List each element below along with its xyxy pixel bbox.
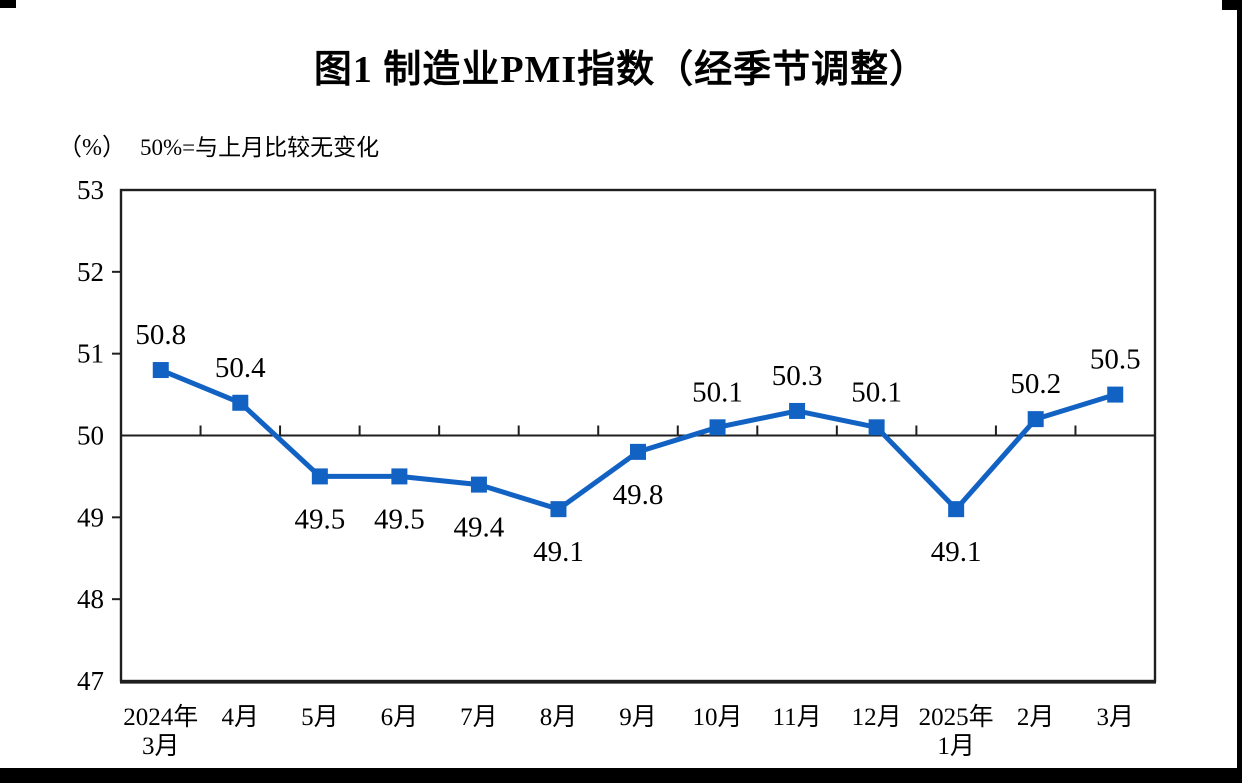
data-point-marker <box>1107 386 1124 403</box>
data-point-marker <box>630 443 646 460</box>
data-point-label: 50.8 <box>135 319 186 351</box>
data-point-marker <box>868 419 885 436</box>
x-axis-tick-label: 10月 <box>693 704 743 731</box>
data-point-marker <box>789 402 806 419</box>
data-point-marker <box>470 476 487 493</box>
y-axis-tick-label: 51 <box>77 339 104 369</box>
data-point-label: 49.1 <box>931 536 982 568</box>
x-axis-tick-label: 2024年 <box>123 703 198 731</box>
chart-title: 图1 制造业PMI指数（经季节调整） <box>313 49 929 91</box>
x-axis-tick-label: 3月 <box>142 733 180 760</box>
x-axis-tick-label: 11月 <box>773 704 822 731</box>
y-axis-tick-label: 48 <box>77 584 104 614</box>
reference-line-note: 50%=与上月比较无变化 <box>140 135 380 160</box>
data-point-label: 50.1 <box>851 376 902 408</box>
x-axis-tick-label: 6月 <box>381 704 419 731</box>
data-point-label: 49.1 <box>533 536 584 568</box>
axis-note: （%） 50%=与上月比较无变化 <box>58 127 379 162</box>
data-point-label: 50.1 <box>692 376 743 408</box>
data-point-label: 50.2 <box>1010 368 1061 400</box>
scan-artifact-top-right <box>1222 0 1242 10</box>
x-axis-tick-label: 3月 <box>1096 704 1134 731</box>
x-axis-tick-label: 7月 <box>460 704 498 731</box>
y-axis-tick-label: 50 <box>77 421 104 451</box>
data-point-marker <box>391 468 408 485</box>
data-point-marker <box>152 362 169 379</box>
y-axis-tick-label: 47 <box>77 666 104 696</box>
data-point-marker <box>311 468 328 485</box>
x-axis-tick-label: 12月 <box>852 704 902 731</box>
data-point-label: 50.4 <box>215 352 266 384</box>
y-axis-tick-label: 52 <box>77 257 104 287</box>
x-axis-tick-label: 2025年 <box>919 703 994 731</box>
data-point-marker <box>232 394 249 411</box>
x-axis-tick-label: 4月 <box>222 704 260 731</box>
data-point-marker <box>709 419 726 436</box>
data-point-marker <box>948 501 965 518</box>
y-axis-tick-label: 53 <box>77 175 104 205</box>
x-axis-tick-label: 5月 <box>301 704 339 731</box>
scan-artifact-right-edge <box>1237 0 1242 783</box>
data-point-marker <box>1027 411 1044 428</box>
data-point-label: 50.3 <box>772 360 823 392</box>
y-axis-unit-label: （%） <box>58 135 126 161</box>
scan-artifact-bottom-edge <box>0 768 1242 783</box>
x-axis-tick-label: 8月 <box>540 704 578 731</box>
data-point-marker <box>550 501 567 518</box>
x-axis-tick-label: 1月 <box>937 733 975 760</box>
data-point-label: 49.5 <box>294 503 345 535</box>
x-axis-tick-label: 9月 <box>619 704 657 731</box>
scan-artifact-top-left <box>0 0 16 8</box>
data-point-label: 49.5 <box>374 503 425 535</box>
data-point-label: 49.8 <box>613 479 664 511</box>
data-point-label: 49.4 <box>454 512 505 544</box>
data-point-label: 50.5 <box>1090 344 1141 376</box>
y-axis-tick-label: 49 <box>77 502 104 532</box>
x-axis-tick-label: 2月 <box>1017 704 1055 731</box>
